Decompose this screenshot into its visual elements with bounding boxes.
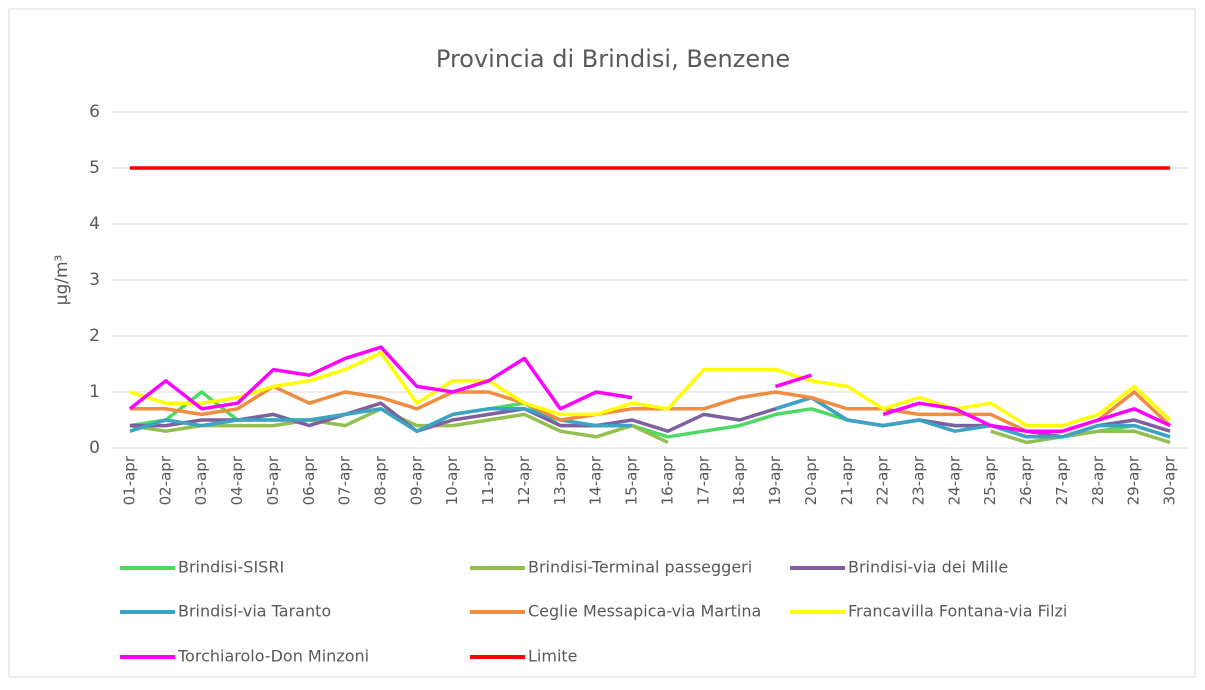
x-tick-label: 30-apr bbox=[1161, 455, 1179, 505]
x-tick-label: 09-apr bbox=[407, 455, 425, 505]
y-tick-label: 2 bbox=[89, 326, 100, 346]
x-tick-label: 01-apr bbox=[120, 455, 138, 505]
y-tick-label: 0 bbox=[89, 438, 100, 458]
x-tick-label: 17-apr bbox=[694, 455, 712, 505]
y-tick-label: 6 bbox=[89, 102, 100, 122]
y-axis-label: µg/m³ bbox=[52, 255, 72, 306]
legend-label: Ceglie Messapica-via Martina bbox=[528, 602, 761, 621]
y-tick-label: 5 bbox=[89, 158, 100, 178]
legend-label: Brindisi-via Taranto bbox=[178, 602, 331, 621]
x-tick-label: 21-apr bbox=[838, 455, 856, 505]
x-tick-label: 06-apr bbox=[300, 455, 318, 505]
x-tick-label: 02-apr bbox=[156, 455, 174, 505]
x-tick-label: 27-apr bbox=[1053, 455, 1071, 505]
x-tick-label: 11-apr bbox=[479, 455, 497, 505]
legend-label: Limite bbox=[528, 647, 578, 666]
legend-label: Brindisi-via dei Mille bbox=[848, 558, 1008, 577]
x-tick-label: 08-apr bbox=[372, 455, 390, 505]
x-tick-label: 05-apr bbox=[264, 455, 282, 505]
x-tick-label: 16-apr bbox=[658, 455, 676, 505]
x-tick-label: 28-apr bbox=[1089, 455, 1107, 505]
legend-label: Brindisi-Terminal passeggeri bbox=[528, 558, 752, 577]
x-tick-label: 07-apr bbox=[336, 455, 354, 505]
y-tick-label: 1 bbox=[89, 382, 100, 402]
y-tick-label: 4 bbox=[89, 214, 100, 234]
x-tick-label: 10-apr bbox=[443, 455, 461, 505]
x-tick-label: 13-apr bbox=[551, 455, 569, 505]
chart-title: Provincia di Brindisi, Benzene bbox=[436, 45, 790, 73]
legend-label: Francavilla Fontana-via Filzi bbox=[848, 602, 1067, 621]
series-line bbox=[129, 384, 1172, 433]
x-tick-label: 19-apr bbox=[766, 455, 784, 505]
series-line bbox=[128, 345, 1171, 433]
x-tick-label: 23-apr bbox=[910, 455, 928, 505]
x-tick-label: 24-apr bbox=[945, 455, 963, 505]
x-tick-label: 18-apr bbox=[730, 455, 748, 505]
x-tick-label: 29-apr bbox=[1125, 455, 1143, 505]
x-tick-label: 20-apr bbox=[802, 455, 820, 505]
x-tick-label: 14-apr bbox=[587, 455, 605, 505]
x-tick-label: 03-apr bbox=[192, 455, 210, 505]
legend-label: Torchiarolo-Don Minzoni bbox=[177, 647, 369, 666]
x-tick-label: 25-apr bbox=[981, 455, 999, 505]
legend-label: Brindisi-SISRI bbox=[178, 558, 284, 577]
series-line bbox=[129, 351, 1172, 428]
x-tick-label: 26-apr bbox=[1017, 455, 1035, 505]
y-tick-label: 3 bbox=[89, 270, 100, 290]
x-tick-label: 12-apr bbox=[515, 455, 533, 505]
x-tick-label: 04-apr bbox=[228, 455, 246, 505]
chart-frame bbox=[8, 8, 1196, 678]
x-tick-label: 22-apr bbox=[874, 455, 892, 505]
x-tick-label: 15-apr bbox=[623, 455, 641, 505]
